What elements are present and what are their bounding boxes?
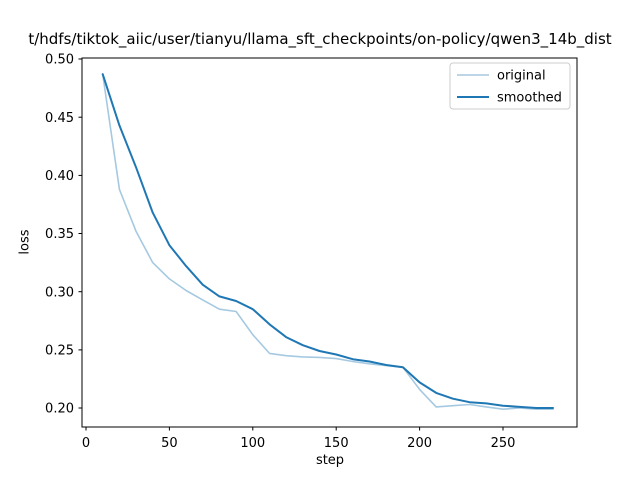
y-tick-label: 0.50: [45, 53, 74, 68]
x-axis-label: step: [316, 453, 344, 468]
x-tick-label: 50: [161, 436, 178, 451]
plot-frame: [81, 57, 578, 428]
x-tick-label: 150: [324, 436, 349, 451]
legend: original smoothed: [449, 62, 571, 110]
x-tick-label: 0: [82, 436, 90, 451]
series-line-smoothed: [101, 73, 554, 409]
y-tick-label: 0.25: [45, 344, 74, 359]
series-lines: [101, 73, 554, 411]
y-axis-ticks: 0.20 0.25 0.30 0.35 0.40 0.45 0.50: [45, 53, 82, 417]
y-tick-label: 0.30: [45, 285, 74, 300]
y-tick-label: 0.35: [45, 227, 74, 242]
x-tick-label: 100: [240, 436, 265, 451]
y-tick-label: 0.40: [45, 169, 74, 184]
chart-title: t/hdfs/tiktok_aiic/user/tianyu/llama_sft…: [28, 30, 612, 48]
x-axis-ticks: 0 50 100 150 200 250: [82, 427, 516, 451]
y-axis-label: loss: [18, 229, 33, 254]
series-line-original: [101, 73, 554, 411]
x-tick-label: 250: [491, 436, 516, 451]
y-tick-label: 0.20: [45, 402, 74, 417]
legend-label-original: original: [497, 69, 546, 84]
y-tick-label: 0.45: [45, 111, 74, 126]
x-tick-label: 200: [407, 436, 432, 451]
legend-label-smoothed: smoothed: [497, 91, 562, 106]
